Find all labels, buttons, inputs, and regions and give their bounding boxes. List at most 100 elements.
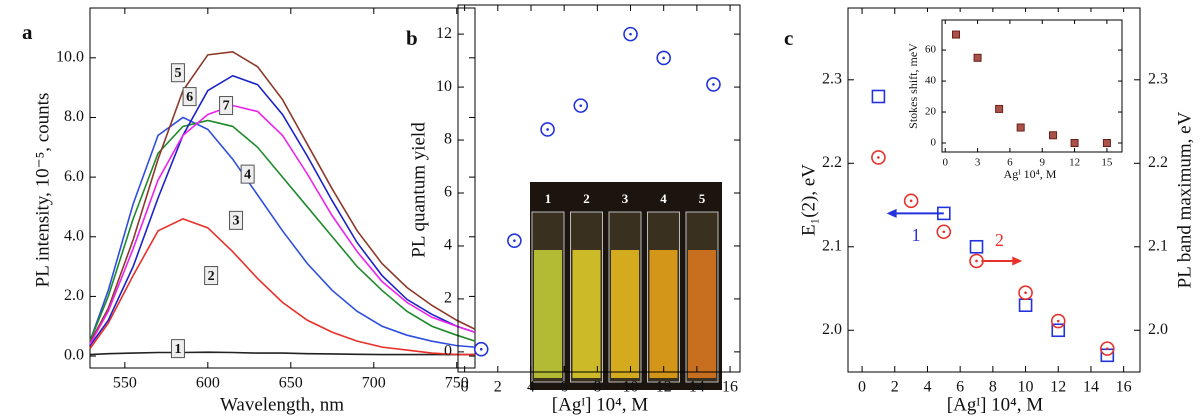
x-tick-label: 12 <box>656 379 672 396</box>
panel: 0 3 6 9 12 15 0 20 40 60 Agᴵ 10⁴, M Stokes shift, m… <box>896 12 1128 188</box>
x-tick-label: 10 <box>1018 379 1034 396</box>
marker <box>871 89 886 104</box>
x-tick-label: 0 <box>858 379 866 396</box>
x-tick-label: 15 <box>1101 157 1113 169</box>
y2-tick-label: 2.1 <box>1148 237 1168 254</box>
x-tick-label: 14 <box>1083 379 1099 396</box>
plot-frame <box>89 7 476 369</box>
y-tick-label: 2 <box>444 290 452 307</box>
x-tick-label: 550 <box>113 375 137 392</box>
marker-dot <box>877 156 880 159</box>
x-tick-label: 2 <box>891 379 899 396</box>
marker <box>1016 123 1025 132</box>
marker <box>936 224 952 240</box>
y-tick-label: 2.0 <box>64 287 84 304</box>
marker-dot <box>1056 319 1060 323</box>
x-axis-label: [Agᴵ] 10⁴, M <box>947 394 1044 415</box>
marker <box>507 233 522 248</box>
y2-tick-label: 2.3 <box>1148 70 1168 87</box>
marker-dot <box>1024 291 1027 294</box>
marker-dot <box>579 104 583 107</box>
curve <box>89 351 475 356</box>
y-tick-label: 0 <box>444 343 452 360</box>
marker-dot <box>909 199 913 203</box>
curve-label: 5 <box>174 66 181 81</box>
x-tick-label: 650 <box>279 375 303 392</box>
photo-label: 5 <box>699 191 706 206</box>
curve-label-box <box>240 164 255 184</box>
y-tick-label: 10 <box>436 78 452 95</box>
panel-letter: c <box>784 26 793 50</box>
x-axis-label: Wavelength, nm <box>220 394 344 415</box>
y-tick-label: 4 <box>444 237 452 254</box>
curve-label: 4 <box>244 167 251 182</box>
curve <box>89 116 476 348</box>
cuvette-liquid <box>688 250 716 378</box>
curve-label: 1 <box>174 342 181 357</box>
y-tick-label: 2.0 <box>822 321 842 338</box>
x-tick-label: 2 <box>494 379 502 396</box>
x-tick-label: 10 <box>623 379 639 396</box>
x-tick-label: 6 <box>560 379 568 396</box>
panel-letter: b <box>406 26 418 50</box>
panel: 0 2 4 6 8 10 12 14 162.02.12.22.32.02.12.22.3c[A… <box>784 7 1195 415</box>
x-tick-label: 600 <box>196 375 220 392</box>
y2-tick-label: 2.2 <box>1148 154 1168 171</box>
curve-label-box <box>170 63 185 83</box>
marker <box>1018 298 1033 313</box>
y-tick-label: 8 <box>444 131 452 148</box>
marker <box>1070 139 1079 148</box>
x-tick-label: 9 <box>1039 157 1045 169</box>
marker-dot <box>479 347 483 351</box>
y-tick-label: 60 <box>925 44 937 56</box>
inset-background <box>896 12 1128 188</box>
y-tick-label: 2.3 <box>822 70 842 87</box>
x-axis-label: Agᴵ 10⁴, M <box>1004 167 1057 181</box>
panel: 550 600 650 700 7500.02.04.06.08.010.0aWavel… <box>22 7 476 415</box>
marker-dot <box>975 259 978 263</box>
x-tick-label: 700 <box>362 375 386 392</box>
marker <box>952 30 961 39</box>
x-tick-label: 3 <box>975 157 981 169</box>
panel-letter: a <box>22 20 33 44</box>
y-tick-label: 40 <box>925 75 937 87</box>
photo-label: 4 <box>660 191 667 206</box>
curve <box>89 104 476 345</box>
x-tick-label: 6 <box>956 379 964 396</box>
curve-label-box <box>182 87 197 107</box>
curve <box>89 119 476 342</box>
marker <box>1100 341 1115 356</box>
curve-label-box <box>204 266 219 286</box>
curve-label-box <box>219 96 234 116</box>
legend-label: 2 <box>995 230 1004 250</box>
x-tick-label: 12 <box>1050 379 1066 396</box>
photo-label: 1 <box>545 191 552 206</box>
curve-label: 6 <box>186 90 193 105</box>
marker-dot <box>629 32 632 36</box>
marker <box>706 77 721 92</box>
y-tick-label: 4.0 <box>64 227 84 244</box>
marker <box>540 122 555 137</box>
x-tick-label: 12 <box>1069 157 1080 169</box>
marker <box>473 341 489 357</box>
x-tick-label: 8 <box>989 379 997 396</box>
y-tick-label: 0.0 <box>64 347 84 364</box>
marker-dot <box>662 56 665 60</box>
curve-label: 7 <box>223 99 230 114</box>
photo-label: 3 <box>622 191 629 206</box>
marker <box>1018 285 1033 300</box>
marker <box>903 193 919 209</box>
y-tick-label: 10.0 <box>56 48 84 65</box>
x-tick-label: 0 <box>942 157 948 169</box>
marker <box>656 50 671 66</box>
marker <box>1050 313 1066 329</box>
marker-dot <box>712 83 715 86</box>
marker <box>623 26 638 42</box>
marker <box>573 98 589 113</box>
y-axis-label: PL quantum yield <box>408 122 429 258</box>
cuvette-liquid <box>649 250 678 378</box>
cuvette-liquid <box>534 250 562 378</box>
y-axis-label: PL intensity, 10⁻⁵, counts <box>32 93 53 288</box>
curve <box>89 74 476 347</box>
